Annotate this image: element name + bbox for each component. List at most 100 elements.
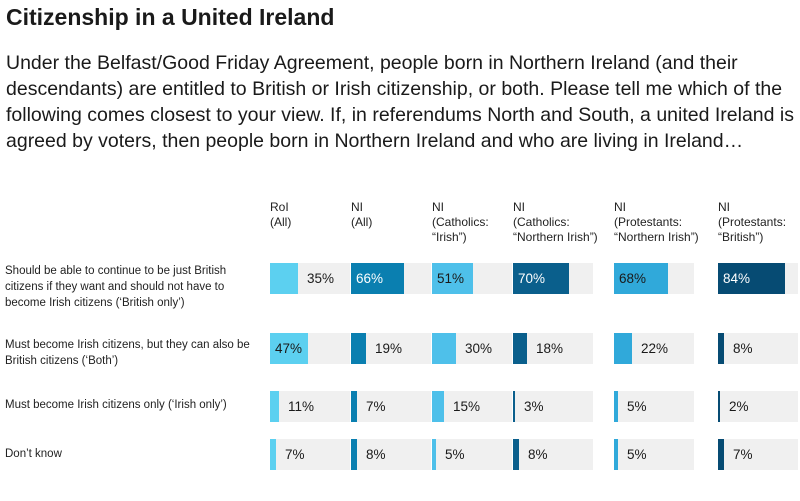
column-header-line: “British”) [718,230,764,244]
column-header: NI (Protestants: “Northern Irish”) [614,200,699,245]
bar-cell: 19% [351,333,431,364]
bar-cell: 5% [614,439,694,470]
bar-cell: 84% [718,263,798,294]
bar [432,333,456,364]
bar-cell: 2% [718,391,798,422]
column-header-line: “Northern Irish”) [513,230,598,244]
column-header-line: NI [614,200,626,214]
data-label: 30% [465,341,493,356]
data-label: 8% [733,341,753,356]
bar [270,439,276,470]
bar-cell: 5% [614,391,694,422]
column-header-line: “Northern Irish”) [614,230,699,244]
column-header-line: (All) [270,215,292,229]
bar-cell: 3% [513,391,593,422]
data-label: 7% [285,447,305,462]
column-header: NI (Catholics: “Irish”) [432,200,489,245]
column-header-line: NI [718,200,730,214]
data-label: 22% [641,341,669,356]
column-header: RoI (All) [270,200,291,230]
data-label: 5% [627,399,647,414]
data-label: 11% [288,399,315,414]
data-label: 5% [627,447,647,462]
bar-cell: 35% [270,263,350,294]
row-label: Don’t know [5,448,62,460]
column-header-line: NI [513,200,525,214]
column-header: NI (Catholics: “Northern Irish”) [513,200,598,245]
bar-cell: 51% [432,263,512,294]
data-label: 70% [518,271,546,286]
row-label: Must become Irish citizens, but they can… [5,339,250,367]
column-header: NI (Protestants: “British”) [718,200,786,245]
data-label: 66% [356,271,384,286]
bar-cell: 66% [351,263,431,294]
column-header-line: (Protestants: [718,215,787,229]
bar-cell: 8% [718,333,798,364]
bar-cell: 8% [513,439,593,470]
chart-title: Citizenship in a United Ireland [6,4,335,30]
bar [270,333,308,364]
column-header-line: (Catholics: [513,215,570,229]
data-label: 8% [528,447,548,462]
bar [270,391,279,422]
column-header-line: RoI [270,200,289,214]
bar [718,439,724,470]
bar-cell: 30% [432,333,512,364]
bar [432,263,473,294]
column-header-line: (Catholics: [432,215,489,229]
column-header-line: “Irish”) [432,230,467,244]
bar-cell: 68% [614,263,694,294]
data-label: 51% [437,271,465,286]
data-label: 3% [524,399,544,414]
bar [432,391,444,422]
column-header-line: NI [351,200,363,214]
bar [432,439,436,470]
row-label: Must become Irish citizens only (‘Irish … [5,399,227,411]
bar [614,439,618,470]
bar-cell: 7% [270,439,350,470]
chart-subtitle: Under the Belfast/Good Friday Agreement,… [6,52,794,152]
bar [718,333,724,364]
bar-cell: 15% [432,391,512,422]
bar-cell: 7% [351,391,431,422]
bar-cell: 5% [432,439,512,470]
column-header-line: (Protestants: [614,215,683,229]
bar [351,439,357,470]
bar-cell: 47% [270,333,350,364]
data-label: 68% [619,271,647,286]
bar [614,263,668,294]
bar-cell: 70% [513,263,593,294]
data-label: 47% [275,341,303,356]
data-label: 19% [375,341,403,356]
data-label: 15% [453,399,481,414]
bar [351,391,357,422]
bar-cell: 11% [270,391,350,422]
bar-cell: 22% [614,333,694,364]
column-header-line: NI [432,200,444,214]
data-label: 35% [307,271,335,286]
bar [513,333,527,364]
column-header-line: (All) [351,215,373,229]
data-label: 8% [366,447,386,462]
column-header: NI (All) [351,200,372,230]
bar [513,439,519,470]
bar [718,263,785,294]
bar [513,391,515,422]
bar-cell: 18% [513,333,593,364]
data-label: 84% [723,271,751,286]
data-label: 7% [733,447,753,462]
bar [614,391,618,422]
bar [513,263,569,294]
data-label: 5% [445,447,465,462]
data-label: 2% [729,399,749,414]
bar [614,333,632,364]
row-label: Should be able to continue to be just Br… [5,265,227,309]
bar [351,333,366,364]
data-label: 7% [366,399,386,414]
bar [718,391,720,422]
bar-cell: 8% [351,439,431,470]
bar [270,263,298,294]
data-label: 18% [536,341,564,356]
bar [351,263,404,294]
bar-cell: 7% [718,439,798,470]
